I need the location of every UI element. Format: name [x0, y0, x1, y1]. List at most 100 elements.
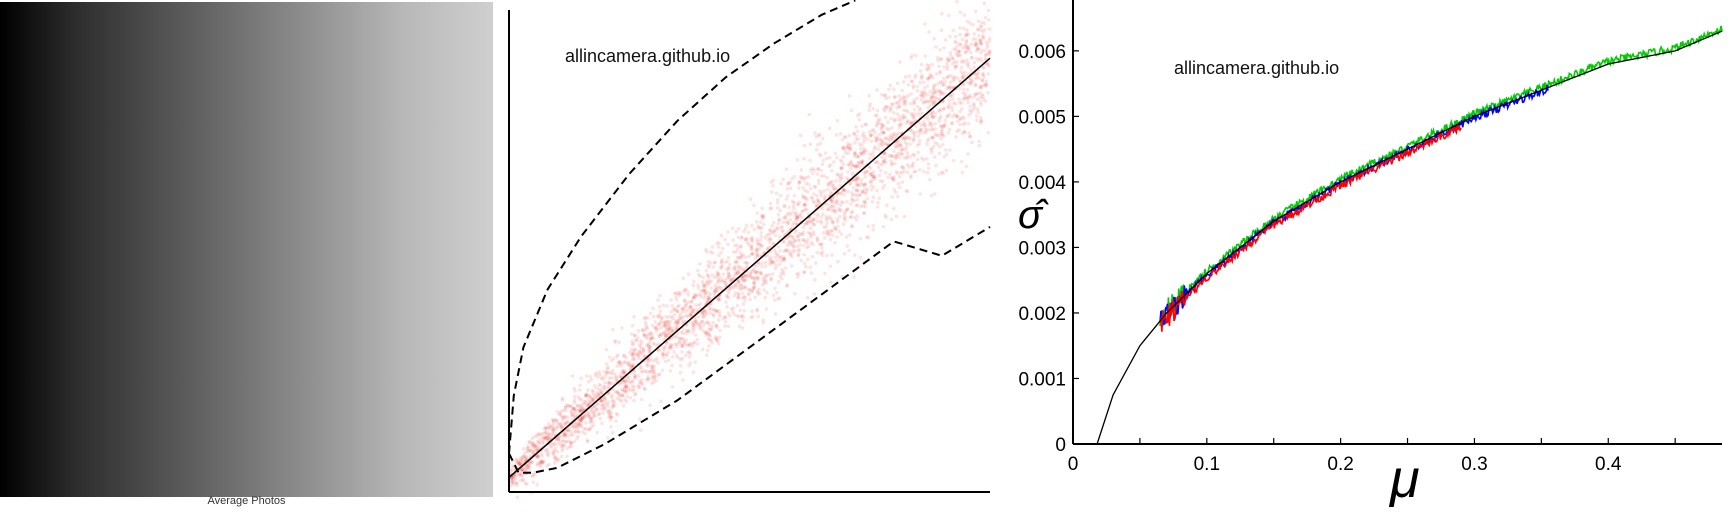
scatter-point	[630, 363, 635, 368]
scatter-point	[719, 250, 723, 255]
scatter-point	[810, 254, 815, 259]
scatter-point	[760, 214, 765, 219]
scatter-point	[593, 373, 598, 378]
scatter-point	[646, 343, 651, 348]
scatter-point	[600, 377, 604, 381]
scatter-point	[586, 398, 591, 403]
scatter-point	[658, 321, 662, 325]
scatter-point	[785, 219, 789, 224]
scatter-point	[776, 279, 781, 284]
scatter-point	[975, 27, 980, 32]
scatter-point	[862, 183, 867, 187]
scatter-point	[965, 95, 969, 100]
scatter-point	[953, 102, 958, 106]
scatter-point	[569, 404, 574, 409]
scatter-point	[560, 398, 565, 402]
scatter-point	[642, 333, 647, 337]
scatter-point	[546, 438, 550, 443]
scatter-point	[781, 177, 785, 182]
scatter-point	[778, 208, 782, 213]
scatter-point	[706, 291, 711, 295]
scatter-point	[573, 415, 577, 419]
scatter-point	[577, 408, 582, 413]
scatter-point	[667, 346, 672, 351]
scatter-point	[631, 342, 636, 346]
scatter-point	[782, 204, 787, 209]
scatter-point	[619, 374, 623, 379]
scatter-point	[727, 266, 732, 271]
scatter-point	[633, 373, 637, 378]
scatter-point	[852, 154, 857, 158]
scatter-point	[648, 345, 653, 349]
scatter-point	[980, 35, 985, 39]
scatter-point	[658, 309, 662, 314]
scatter-point	[880, 155, 884, 159]
scatter-point	[836, 259, 840, 264]
scatter-point	[608, 414, 613, 419]
scatter-point	[572, 406, 577, 411]
scatter-point	[545, 452, 550, 457]
scatter-point	[770, 259, 775, 264]
scatter-point	[862, 137, 867, 141]
scatter-point	[767, 262, 772, 266]
scatter-point	[781, 254, 786, 259]
scatter-point	[741, 302, 746, 307]
scatter-point	[750, 235, 754, 240]
scatter-point	[541, 441, 545, 446]
scatter-point	[623, 379, 627, 383]
scatter-point	[769, 276, 773, 281]
scatter-point	[981, 72, 985, 76]
scatter-point	[980, 20, 984, 25]
scatter-point	[545, 464, 549, 468]
scatter-point	[580, 406, 585, 411]
scatter-point	[663, 321, 667, 325]
scatter-point	[743, 299, 747, 303]
scatter-point	[888, 83, 893, 88]
scatter-point	[808, 226, 813, 230]
scatter-point	[643, 328, 647, 333]
scatter-point	[882, 151, 887, 155]
scatter-point	[509, 478, 513, 482]
scatter-point	[826, 208, 831, 212]
scatter-point	[691, 323, 695, 327]
scatter-point	[594, 395, 598, 400]
scatter-point	[566, 415, 570, 419]
scatter-point	[595, 407, 599, 412]
scatter-point	[922, 86, 927, 90]
scatter-point	[872, 174, 877, 179]
scatter-point	[801, 237, 806, 242]
scatter-point	[891, 178, 896, 182]
scatter-point	[866, 235, 871, 240]
scatter-point	[627, 375, 632, 380]
scatter-point	[786, 182, 790, 186]
scatter-point	[929, 121, 933, 126]
scatter-point	[883, 104, 887, 109]
scatter-point	[944, 152, 949, 157]
scatter-point	[533, 444, 537, 448]
scatter-point	[650, 373, 655, 378]
scatter-point	[940, 80, 944, 84]
scatter-point	[841, 146, 846, 150]
scatter-point	[805, 295, 810, 300]
scatter-point	[825, 221, 829, 226]
scatter-point	[964, 49, 968, 54]
scatter-point	[670, 328, 675, 333]
scatter-point	[594, 390, 599, 395]
scatter-point	[822, 225, 826, 229]
scatter-point	[875, 88, 879, 92]
scatter-point	[563, 431, 567, 436]
scatter-point	[733, 264, 738, 269]
scatter-point	[708, 307, 712, 312]
scatter-point	[778, 274, 782, 279]
scatter-point	[828, 180, 833, 184]
scatter-point	[907, 74, 912, 78]
scatter-point	[754, 248, 758, 252]
scatter-point	[647, 348, 652, 353]
scatter-point	[707, 279, 712, 284]
scatter-point	[775, 201, 780, 205]
scatter-point	[716, 245, 721, 249]
scatter-point	[663, 324, 667, 328]
scatter-point	[971, 37, 975, 41]
scatter-point	[859, 204, 863, 209]
scatter-point	[622, 372, 627, 376]
